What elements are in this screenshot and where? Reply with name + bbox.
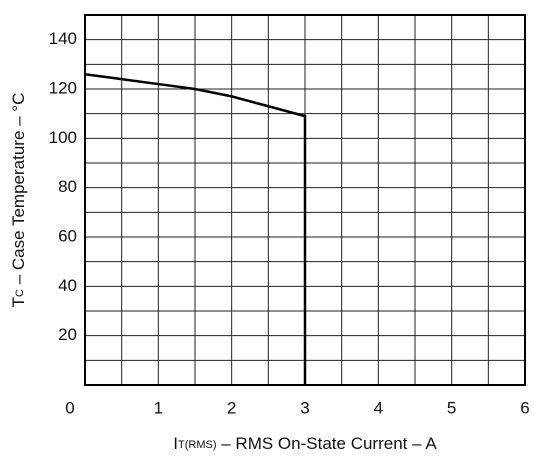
y-label-subscript: C [14,289,26,297]
x-axis-label: IT(RMS) – RMS On-State Current – A [173,434,437,453]
x-tick-label: 1 [154,398,163,417]
y-axis-label: TC – Case Temperature – °C [9,93,28,308]
y-tick-label: 100 [49,128,77,147]
y-label-symbol: T [9,297,28,307]
x-tick-label: 5 [447,398,456,417]
y-label-text: – Case Temperature – °C [9,93,28,289]
x-tick-label: 2 [227,398,236,417]
y-tick-label: 20 [58,325,77,344]
y-tick-label: 40 [58,276,77,295]
x-label-text: – RMS On-State Current – A [217,434,438,453]
x-tick-label: 4 [374,398,383,417]
y-tick-label: 120 [49,78,77,97]
y-tick-label: 80 [58,177,77,196]
y-tick-label: 140 [49,29,77,48]
y-tick-label: 60 [58,226,77,245]
x-tick-label: 3 [300,398,309,417]
x-tick-label: 0 [65,398,74,417]
x-label-subscript: T(RMS) [178,439,217,451]
x-label-symbol: I [173,434,178,453]
series-line [84,72,307,385]
x-tick-label: 6 [520,398,529,417]
